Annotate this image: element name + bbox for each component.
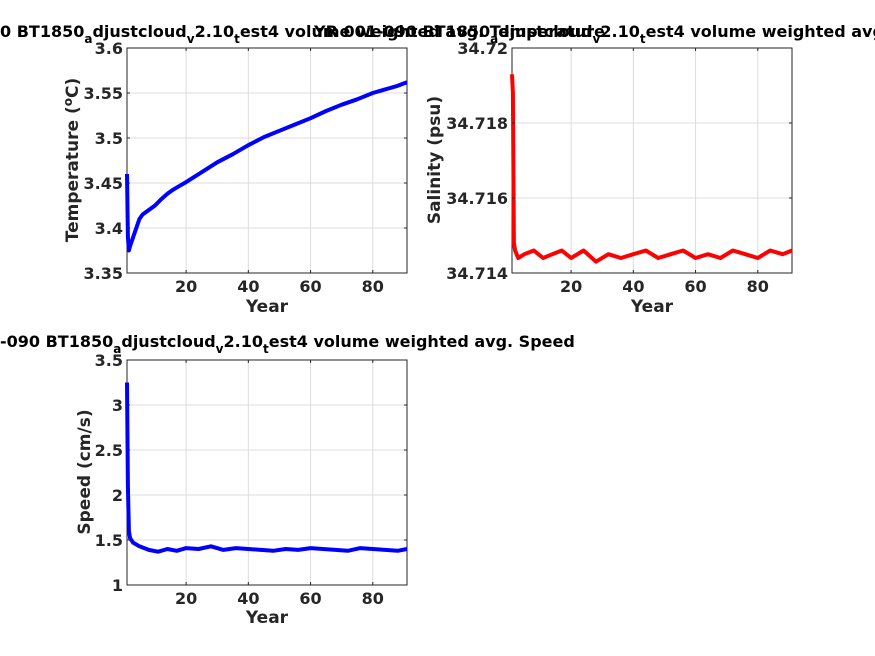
- temperature-ytick-label: 3.45: [84, 174, 123, 193]
- speed-xtick-label: 80: [362, 589, 384, 608]
- salinity-ytick-label: 34.718: [446, 114, 508, 133]
- speed-title: -090 BT1850adjustcloudv2.10test4 volume …: [0, 332, 575, 356]
- temperature-ytick-label: 3.35: [84, 264, 123, 283]
- speed-ytick-label: 1.5: [95, 531, 123, 550]
- salinity-series-line: [510, 74, 793, 264]
- speed-xtick-label: 60: [299, 589, 321, 608]
- temperature-ytick-label: 3.55: [84, 84, 123, 103]
- speed-ytick-label: 2: [112, 486, 123, 505]
- salinity-ytick-label: 34.716: [446, 189, 508, 208]
- temperature-ytick-label: 3.6: [95, 39, 123, 58]
- speed-ytick-label: 3.5: [95, 351, 123, 370]
- speed-series-line: [125, 382, 408, 554]
- temperature-ytick-label: 3.5: [95, 129, 123, 148]
- speed-xtick-label: 20: [175, 589, 197, 608]
- temperature-xlabel: Year: [245, 297, 289, 317]
- speed-xtick-label: 40: [237, 589, 259, 608]
- temperature-xtick-label: 80: [362, 277, 384, 296]
- salinity-xtick-label: 20: [560, 277, 582, 296]
- salinity-xtick-label: 40: [622, 277, 644, 296]
- temperature-xtick-label: 20: [175, 277, 197, 296]
- salinity-xlabel: Year: [630, 297, 674, 317]
- temperature-series-line: [125, 80, 408, 253]
- plot-area-temperature: [126, 47, 408, 274]
- speed-ytick-label: 1: [112, 576, 123, 595]
- speed-ytick-label: 2.5: [95, 441, 123, 460]
- salinity-xtick-label: 80: [747, 277, 769, 296]
- panel-temperature: 20 40 60 80 3.35 3.4 3.45 3.5 3.55 3.6 Year Tempe…: [61, 39, 408, 317]
- plot-area-salinity: [511, 47, 793, 274]
- speed-ytick-label: 3: [112, 396, 123, 415]
- panel-speed: 20 40 60 80 1 1.5 2 2.5 3 3.5 Year Speed (cm/s): [75, 351, 408, 628]
- temperature-xtick-label: 40: [237, 277, 259, 296]
- speed-xlabel: Year: [245, 608, 289, 628]
- salinity-ytick-label: 34.714: [446, 264, 508, 283]
- temperature-ytick-label: 3.4: [95, 219, 123, 238]
- temperature-ylabel: Temperature (oC): [61, 78, 83, 242]
- salinity-xtick-label: 60: [684, 277, 706, 296]
- panel-salinity: 20 40 60 80 34.714 34.716 34.718 34.72 Year Sal…: [425, 39, 793, 317]
- salinity-ytick-label: 34.72: [457, 39, 508, 58]
- temperature-xtick-label: 60: [299, 277, 321, 296]
- salinity-ylabel: Salinity (psu): [425, 96, 445, 224]
- speed-ylabel: Speed (cm/s): [75, 409, 95, 534]
